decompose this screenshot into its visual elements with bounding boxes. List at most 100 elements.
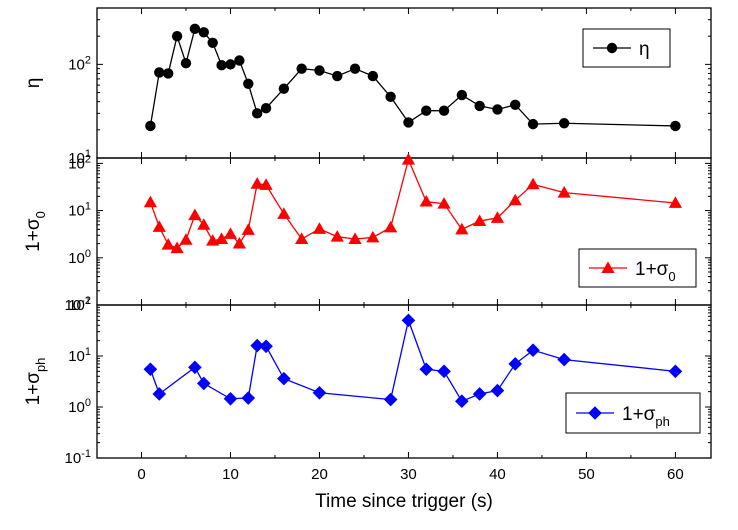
x-axis-label: Time since trigger (s) <box>315 491 493 512</box>
data-point <box>508 357 523 371</box>
data-point <box>170 241 184 254</box>
y-tick-label: 10-1 <box>65 448 91 467</box>
data-point <box>385 91 396 103</box>
y-tick-label: 101 <box>68 201 91 220</box>
x-tick-label: 60 <box>667 466 684 483</box>
data-point <box>668 196 683 208</box>
data-point <box>234 55 245 66</box>
data-point <box>348 232 362 244</box>
data-point <box>401 153 416 165</box>
data-point <box>196 376 211 391</box>
data-point <box>455 222 469 235</box>
x-tick-label: 30 <box>400 466 417 483</box>
legend-label: η <box>639 39 650 60</box>
y-axis-label: 1+σph <box>23 358 48 406</box>
data-point <box>189 23 201 34</box>
data-point <box>179 233 193 245</box>
data-point <box>314 65 325 76</box>
data-point <box>419 195 433 207</box>
data-point <box>403 117 414 128</box>
data-point <box>223 227 238 239</box>
data-point <box>250 338 264 353</box>
data-point <box>198 27 209 38</box>
data-point <box>225 59 236 70</box>
data-point <box>241 391 256 405</box>
data-point <box>437 197 451 209</box>
data-point <box>251 108 263 119</box>
data-point <box>438 105 450 116</box>
data-point <box>296 63 307 74</box>
plot-frame <box>96 304 712 459</box>
data-point <box>383 392 398 407</box>
data-point <box>601 261 615 273</box>
panel-bottom: 10-1 100 101 102 1+σph 1+σph 0 10 20 30 40 50 60 Time… <box>23 295 712 512</box>
series-line <box>149 318 676 403</box>
data-point <box>207 37 218 48</box>
data-point <box>312 385 327 400</box>
data-point <box>437 364 451 379</box>
data-point <box>367 70 379 82</box>
data-point <box>419 362 434 377</box>
data-point <box>366 230 380 243</box>
data-point <box>384 220 398 233</box>
y-tick-label: 101 <box>68 148 91 167</box>
legend-label: 1+σph <box>622 404 670 429</box>
data-point <box>152 387 167 401</box>
x-tick-label: 0 <box>137 466 145 483</box>
legend: η <box>582 28 671 68</box>
x-tick-label: 20 <box>311 466 328 483</box>
x-tick-label: 40 <box>489 466 506 483</box>
data-point <box>312 222 327 234</box>
data-point <box>152 220 166 232</box>
data-point <box>557 352 571 367</box>
data-point <box>330 230 344 242</box>
data-point <box>145 120 156 132</box>
panel-middle: 10-1 100 101 102 1+σ0 1+σ0 <box>23 153 712 314</box>
data-point <box>588 406 602 420</box>
data-point <box>526 343 540 357</box>
data-point <box>510 99 521 110</box>
data-point <box>277 371 291 386</box>
data-point <box>214 232 229 244</box>
data-point <box>171 30 183 42</box>
data-point <box>606 42 618 54</box>
data-point <box>154 67 165 78</box>
data-point <box>188 360 202 375</box>
legend-label: 1+σ0 <box>635 259 676 284</box>
y-tick-label: 102 <box>68 153 91 172</box>
data-point <box>557 186 571 198</box>
data-point <box>332 70 343 82</box>
data-point <box>277 207 291 219</box>
data-point <box>216 59 227 71</box>
data-point <box>508 193 522 206</box>
data-point <box>223 391 238 406</box>
data-point <box>197 218 211 230</box>
y-tick-label: 10-1 <box>65 295 91 314</box>
data-point <box>474 100 485 112</box>
data-point <box>180 57 192 69</box>
data-point <box>349 63 361 74</box>
data-point <box>259 178 273 190</box>
y-tick-label: 100 <box>68 397 91 416</box>
x-tick-label: 10 <box>222 466 239 483</box>
data-point <box>143 362 158 377</box>
data-point <box>492 104 503 115</box>
data-point <box>401 313 416 328</box>
y-tick-label: 100 <box>68 248 91 267</box>
data-point <box>143 195 157 208</box>
data-point <box>421 105 432 116</box>
x-tick-label: 50 <box>578 466 595 483</box>
data-point <box>473 214 487 227</box>
y-axis-label: η <box>23 78 44 89</box>
y-tick-label: 101 <box>68 346 91 365</box>
data-point <box>278 83 290 94</box>
data-point <box>670 120 681 132</box>
y-tick-label: 102 <box>68 295 91 314</box>
data-point <box>243 78 254 90</box>
data-point <box>455 394 469 408</box>
legend: 1+σ0 <box>578 248 697 288</box>
data-point <box>259 339 273 354</box>
data-point <box>490 383 505 398</box>
